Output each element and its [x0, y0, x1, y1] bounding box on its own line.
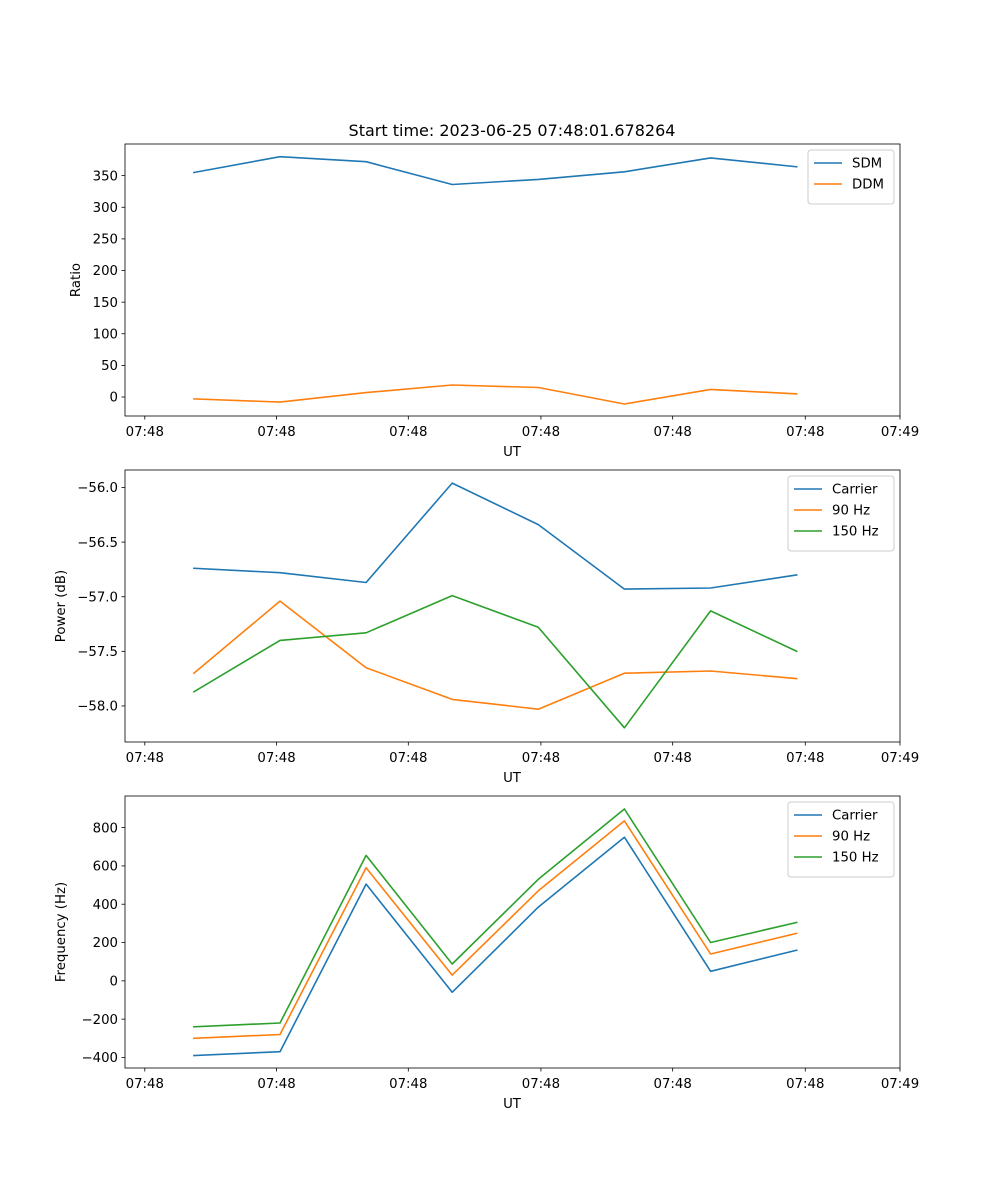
legend-label: Carrier [832, 809, 878, 824]
legend-label: 90 Hz [832, 830, 870, 845]
axes-frame [124, 469, 901, 743]
x-tick-label: 07:48 [522, 751, 560, 766]
subplot-3: −400 −200 0 200 400 600 800 07:48 07:48 07:48 07:4… [54, 795, 919, 1112]
legend-label: Carrier [832, 483, 878, 498]
axes-frame [124, 143, 901, 417]
y-tick-label: −200 [81, 1013, 118, 1028]
x-tick-label: 07:49 [881, 425, 919, 440]
legend: SDM DDM [807, 149, 895, 205]
x-axis-label: UT [503, 1097, 522, 1112]
legend-label: 150 Hz [832, 525, 879, 540]
x-tick-label: 07:48 [389, 1077, 427, 1092]
x-tick-label: 07:48 [522, 425, 560, 440]
x-tick-label: 07:48 [786, 751, 824, 766]
y-tick-label: 250 [93, 233, 118, 248]
y-tick-label: 200 [93, 936, 118, 951]
legend-label: 150 Hz [832, 851, 879, 866]
legend-label: SDM [852, 157, 882, 172]
x-tick-label: 07:48 [654, 1077, 692, 1092]
x-tick-label: 07:49 [881, 1077, 919, 1092]
legend-box [787, 475, 895, 552]
y-tick-label: 0 [110, 975, 118, 990]
x-axis-label: UT [503, 445, 522, 460]
series-line-90-hz [193, 820, 798, 1040]
subplot-1: 0 50 100 150 200 250 300 350 07:48 07:48 07:48 07:4… [69, 143, 919, 460]
y-axis-label: Frequency (Hz) [54, 882, 69, 982]
series-line-carrier [193, 836, 798, 1057]
axes-frame [124, 795, 901, 1069]
y-axis-label: Ratio [69, 263, 84, 297]
x-tick-label: 07:48 [389, 425, 427, 440]
series-line-ddm [193, 384, 798, 405]
y-tick-label: 50 [101, 359, 118, 374]
y-tick-label: 350 [93, 169, 118, 184]
series-line-150-hz [193, 808, 798, 1028]
y-tick-label: 100 [93, 327, 118, 342]
y-tick-label: 150 [93, 296, 118, 311]
series-line-sdm [192, 155, 798, 186]
legend: Carrier 90 Hz 150 Hz [787, 475, 895, 552]
x-tick-label: 07:48 [257, 425, 295, 440]
legend-label: DDM [852, 178, 884, 193]
series-line-150-hz [192, 594, 798, 729]
x-tick-label: 07:48 [786, 1077, 824, 1092]
y-axis-label: Power (dB) [54, 570, 69, 642]
y-tick-label: −57.5 [77, 645, 118, 660]
figure-title: Start time: 2023-06-25 07:48:01.678264 [349, 121, 676, 140]
legend-box [787, 801, 895, 878]
legend: Carrier 90 Hz 150 Hz [787, 801, 895, 878]
x-tick-label: 07:48 [126, 1077, 164, 1092]
x-tick-label: 07:48 [257, 751, 295, 766]
y-tick-label: 600 [93, 860, 118, 875]
x-tick-label: 07:48 [126, 751, 164, 766]
subplot-2: −58.0 −57.5 −57.0 −56.5 −56.0 07:48 07:48 07:48… [54, 469, 919, 786]
x-tick-label: 07:48 [522, 1077, 560, 1092]
y-tick-label: −400 [81, 1051, 118, 1066]
x-tick-label: 07:48 [654, 425, 692, 440]
subplots: 0 50 100 150 200 250 300 350 07:48 07:48 07:48 07:4… [54, 143, 919, 1112]
legend-label: 90 Hz [832, 504, 870, 519]
y-tick-label: 0 [110, 391, 118, 406]
y-tick-label: −56.0 [77, 481, 118, 496]
y-tick-label: −56.5 [77, 536, 118, 551]
x-tick-label: 07:48 [389, 751, 427, 766]
y-tick-label: 300 [93, 201, 118, 216]
x-tick-label: 07:48 [654, 751, 692, 766]
series-line-90-hz [192, 600, 798, 711]
y-tick-label: −57.0 [77, 590, 118, 605]
x-tick-label: 07:48 [257, 1077, 295, 1092]
x-tick-label: 07:48 [786, 425, 824, 440]
y-tick-label: −58.0 [77, 700, 118, 715]
x-tick-label: 07:49 [881, 751, 919, 766]
y-tick-label: 400 [93, 898, 118, 913]
x-axis-label: UT [503, 771, 522, 786]
x-tick-label: 07:48 [126, 425, 164, 440]
y-tick-label: 800 [93, 821, 118, 836]
series-line-carrier [193, 482, 798, 590]
y-tick-label: 200 [93, 264, 118, 279]
